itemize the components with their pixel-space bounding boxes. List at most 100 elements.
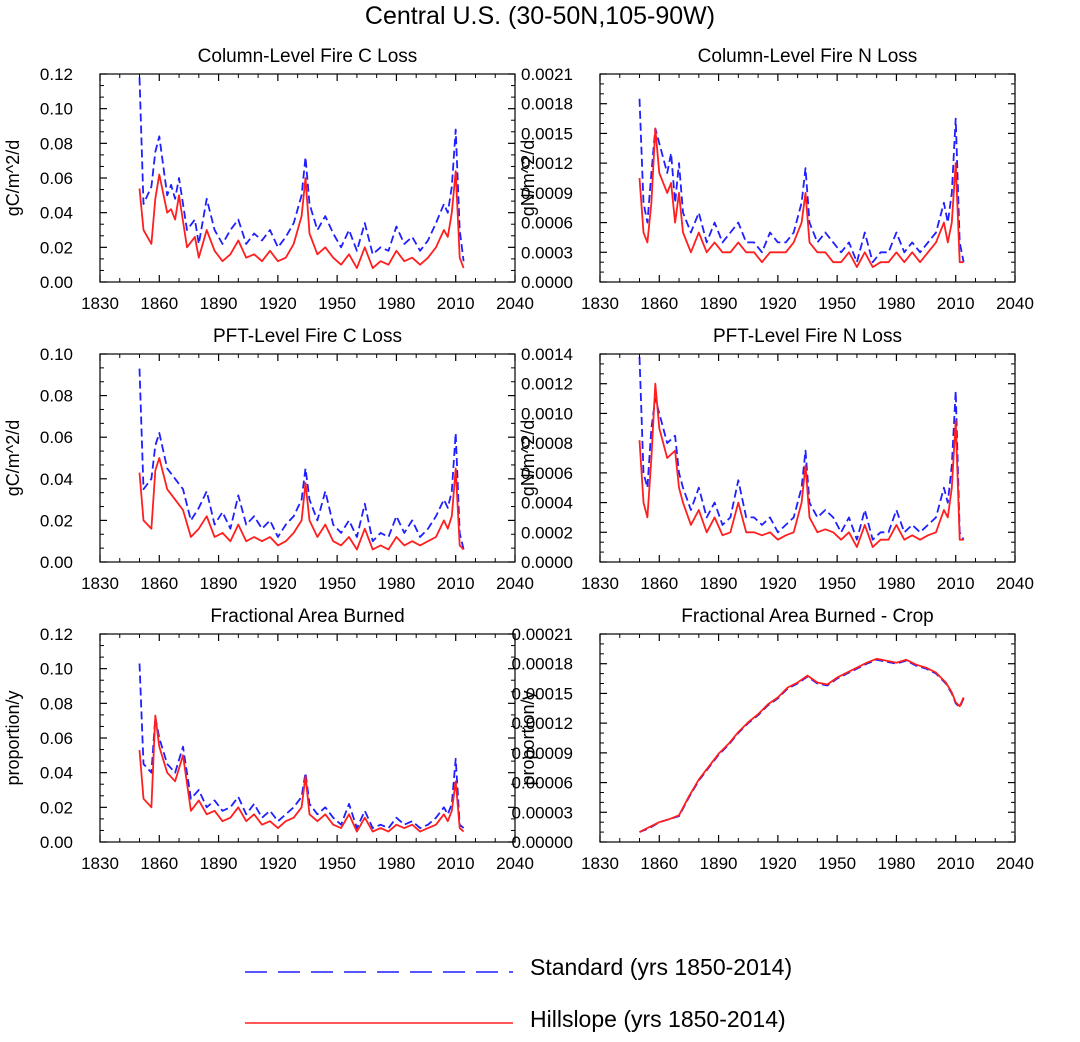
- series-hillslope-line: [138, 457, 465, 551]
- series-hillslope-line: [138, 170, 465, 270]
- x-tick-label: 2010: [937, 574, 975, 593]
- panel-col_c: 1830 1860 1890 1920 1950 1980 2010 2040 0.00 0.02…: [3, 46, 534, 313]
- y-tick-label: 0.0000: [521, 273, 573, 292]
- panel-title: Fractional Area Burned: [210, 606, 404, 627]
- panel-fab: 1830 1860 1890 1920 1950 1980 2010 2040 0.00 0.02…: [3, 606, 534, 873]
- x-tick-label: 1890: [200, 574, 238, 593]
- y-tick-label: 0.0015: [521, 124, 573, 143]
- y-tick-label: 0.0010: [521, 404, 573, 423]
- legend-swatch-hillslope: [245, 1022, 513, 1024]
- x-tick-label: 1890: [200, 294, 238, 313]
- panel-title: Column-Level Fire N Loss: [698, 46, 918, 67]
- x-tick-label: 1860: [640, 294, 678, 313]
- series-hillslope-line: [138, 714, 465, 833]
- panel-title: Column-Level Fire C Loss: [198, 46, 418, 67]
- y-tick-label: 0.10: [40, 660, 73, 679]
- y-tick-label: 0.00003: [512, 803, 573, 822]
- plot-frame: [599, 353, 1016, 563]
- x-tick-label: 1860: [140, 574, 178, 593]
- legend-item-hillslope: Hillslope (yrs 1850-2014): [245, 1002, 865, 1042]
- plot-frame: [99, 633, 516, 843]
- y-tick-label: 0.02: [40, 238, 73, 257]
- y-tick-label: 0.06: [40, 729, 73, 748]
- x-tick-label: 2040: [496, 574, 534, 593]
- x-tick-label: 1950: [818, 294, 856, 313]
- x-tick-label: 1980: [378, 294, 416, 313]
- series-hillslope-line: [638, 127, 964, 269]
- y-tick-label: 0.04: [40, 204, 73, 223]
- y-tick-label: 0.0018: [521, 95, 573, 114]
- legend-swatch-standard: [245, 971, 513, 973]
- y-tick-label: 0.0021: [521, 65, 573, 84]
- panel-title: PFT-Level Fire C Loss: [213, 326, 402, 347]
- panel-pft_n: 1830 1860 1890 1920 1950 1980 2010 2040 0.0000 0.…: [518, 326, 1034, 593]
- x-tick-label: 1920: [259, 854, 297, 873]
- x-tick-label: 1830: [581, 294, 619, 313]
- x-tick-label: 2010: [437, 294, 475, 313]
- y-tick-label: 0.00000: [512, 833, 573, 852]
- y-axis-label: proportion/y: [518, 690, 538, 785]
- y-axis-label: gN/m^2/d: [518, 420, 538, 496]
- x-tick-label: 1980: [378, 574, 416, 593]
- y-tick-label: 0.12: [40, 625, 73, 644]
- series-hillslope-line: [638, 382, 964, 548]
- y-tick-label: 0.0006: [521, 214, 573, 233]
- x-tick-label: 2040: [496, 854, 534, 873]
- x-tick-label: 1830: [81, 294, 119, 313]
- x-tick-label: 1890: [700, 294, 738, 313]
- y-tick-label: 0.0008: [521, 434, 573, 453]
- x-tick-label: 1920: [759, 294, 797, 313]
- y-tick-label: 0.00: [40, 273, 73, 292]
- x-tick-label: 1950: [818, 574, 856, 593]
- y-tick-label: 0.00012: [512, 714, 573, 733]
- series-standard-line: [138, 77, 465, 262]
- plot-frame: [599, 73, 1016, 283]
- x-tick-label: 1980: [878, 854, 916, 873]
- panel-col_n: 1830 1860 1890 1920 1950 1980 2010 2040 0.0000 0.…: [518, 46, 1034, 313]
- x-tick-label: 2010: [437, 854, 475, 873]
- x-tick-label: 2040: [996, 574, 1034, 593]
- y-axis-label: gC/m^2/d: [3, 140, 23, 216]
- x-tick-label: 2010: [437, 574, 475, 593]
- x-tick-label: 1860: [140, 294, 178, 313]
- panel-pft_c: 1830 1860 1890 1920 1950 1980 2010 2040 0.00 0.02…: [3, 326, 534, 593]
- plot-frame: [99, 353, 516, 563]
- series-standard-line: [638, 356, 965, 541]
- figure-title: Central U.S. (30-50N,105-90W): [364, 2, 716, 30]
- x-tick-label: 1860: [640, 854, 678, 873]
- y-tick-label: 0.12: [40, 65, 73, 84]
- x-tick-label: 1830: [581, 574, 619, 593]
- x-tick-label: 1830: [81, 854, 119, 873]
- y-tick-label: 0.10: [40, 100, 73, 119]
- y-tick-label: 0.0003: [521, 243, 573, 262]
- y-tick-label: 0.08: [40, 387, 73, 406]
- x-tick-label: 2010: [937, 294, 975, 313]
- y-axis-label: gN/m^2/d: [518, 140, 538, 216]
- y-tick-label: 0.0004: [521, 494, 573, 513]
- y-tick-label: 0.0006: [521, 464, 573, 483]
- legend-item-standard: Standard (yrs 1850-2014): [245, 950, 865, 990]
- y-tick-label: 0.06: [40, 428, 73, 447]
- y-tick-label: 0.06: [40, 169, 73, 188]
- x-tick-label: 2040: [496, 294, 534, 313]
- y-tick-label: 0.08: [40, 134, 73, 153]
- x-tick-label: 1980: [378, 854, 416, 873]
- y-tick-label: 0.0009: [521, 184, 573, 203]
- x-tick-label: 1920: [759, 854, 797, 873]
- y-tick-label: 0.0000: [521, 553, 573, 572]
- y-tick-label: 0.04: [40, 764, 73, 783]
- y-axis-label: gC/m^2/d: [3, 420, 23, 496]
- y-tick-label: 0.00: [40, 833, 73, 852]
- x-tick-label: 1890: [700, 574, 738, 593]
- y-tick-label: 0.00: [40, 553, 73, 572]
- series-standard-line: [639, 658, 965, 833]
- x-tick-label: 2040: [996, 854, 1034, 873]
- x-tick-label: 2040: [996, 294, 1034, 313]
- y-tick-label: 0.10: [40, 345, 73, 364]
- y-tick-label: 0.0014: [521, 345, 573, 364]
- y-tick-label: 0.00006: [512, 774, 573, 793]
- panel-title: Fractional Area Burned - Crop: [681, 606, 933, 627]
- x-tick-label: 1860: [640, 574, 678, 593]
- x-tick-label: 1890: [700, 854, 738, 873]
- panel-title: PFT-Level Fire N Loss: [713, 326, 902, 347]
